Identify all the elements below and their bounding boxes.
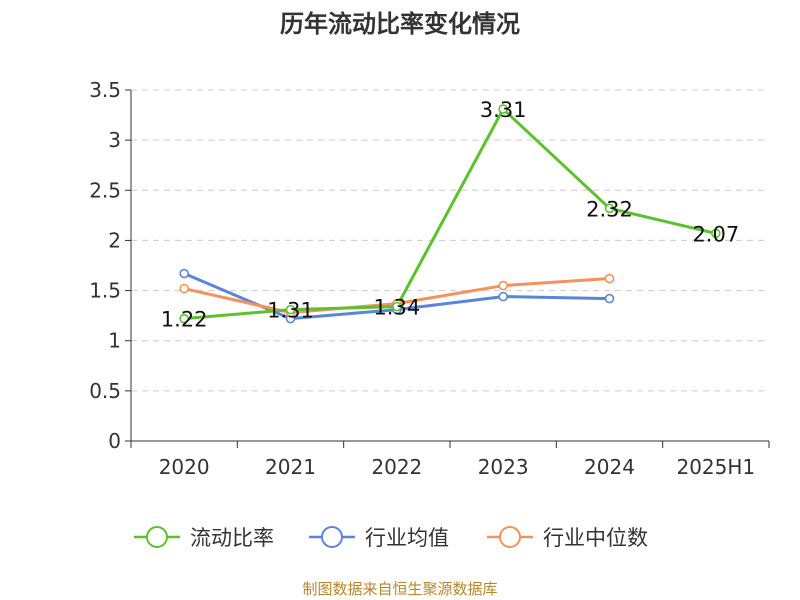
grid-lines	[131, 89, 769, 392]
y-tick-label: 0.5	[89, 379, 121, 403]
series-points	[179, 104, 721, 324]
data-point	[604, 293, 615, 304]
y-tick-label: 0	[108, 429, 121, 453]
chart-title: 历年流动比率变化情况	[280, 10, 520, 38]
x-tick-label: 2025H1	[676, 455, 755, 479]
x-tick-label: 2023	[478, 455, 529, 479]
data-point	[498, 280, 508, 291]
data-label: 2.07	[692, 222, 739, 246]
data-point	[604, 203, 615, 214]
data-point	[179, 313, 189, 324]
data-point	[179, 283, 189, 294]
axes	[125, 89, 770, 448]
data-point	[604, 273, 615, 284]
data-label: 1.22	[161, 308, 208, 332]
data-point	[711, 228, 721, 239]
data-point	[179, 268, 189, 279]
data-label: 3.31	[480, 98, 527, 122]
data-point	[498, 291, 508, 302]
y-tick-label: 3.5	[89, 78, 121, 102]
y-tick-label: 1	[108, 329, 121, 353]
y-tick-label: 1.5	[89, 279, 121, 303]
data-point	[285, 304, 296, 315]
legend-label: 流动比率	[190, 526, 274, 550]
x-tick-label: 2020	[159, 455, 210, 479]
series-line	[184, 107, 717, 321]
y-axis-ticks: 0 0.5 1 1.5 2 2.5 3 3.5	[89, 78, 121, 453]
legend-label: 行业均值	[365, 526, 449, 550]
x-axis-ticks: 2020 2021 2022 2023 2024 2025H1	[159, 455, 755, 479]
legend-marker	[146, 526, 168, 548]
data-point	[392, 301, 402, 312]
data-label: 2.32	[586, 197, 633, 221]
x-tick-label: 2021	[265, 455, 316, 479]
data-point	[498, 104, 508, 114]
source-note: 制图数据来自恒生聚源数据库	[302, 580, 498, 598]
legend: 流动比率 行业均值 行业中位数	[134, 526, 648, 550]
data-labels: 1.22 1.31 1.34 3.31 2.32 2.07	[161, 98, 739, 332]
y-tick-label: 3	[108, 128, 121, 152]
x-tick-label: 2022	[371, 455, 422, 479]
data-label: 1.34	[373, 296, 420, 320]
legend-label: 行业中位数	[543, 526, 648, 550]
data-label: 1.31	[267, 299, 314, 323]
legend-marker	[321, 526, 343, 548]
y-tick-label: 2.5	[89, 178, 121, 202]
x-tick-label: 2024	[584, 455, 635, 479]
y-tick-label: 2	[108, 228, 121, 252]
legend-marker	[499, 526, 521, 548]
